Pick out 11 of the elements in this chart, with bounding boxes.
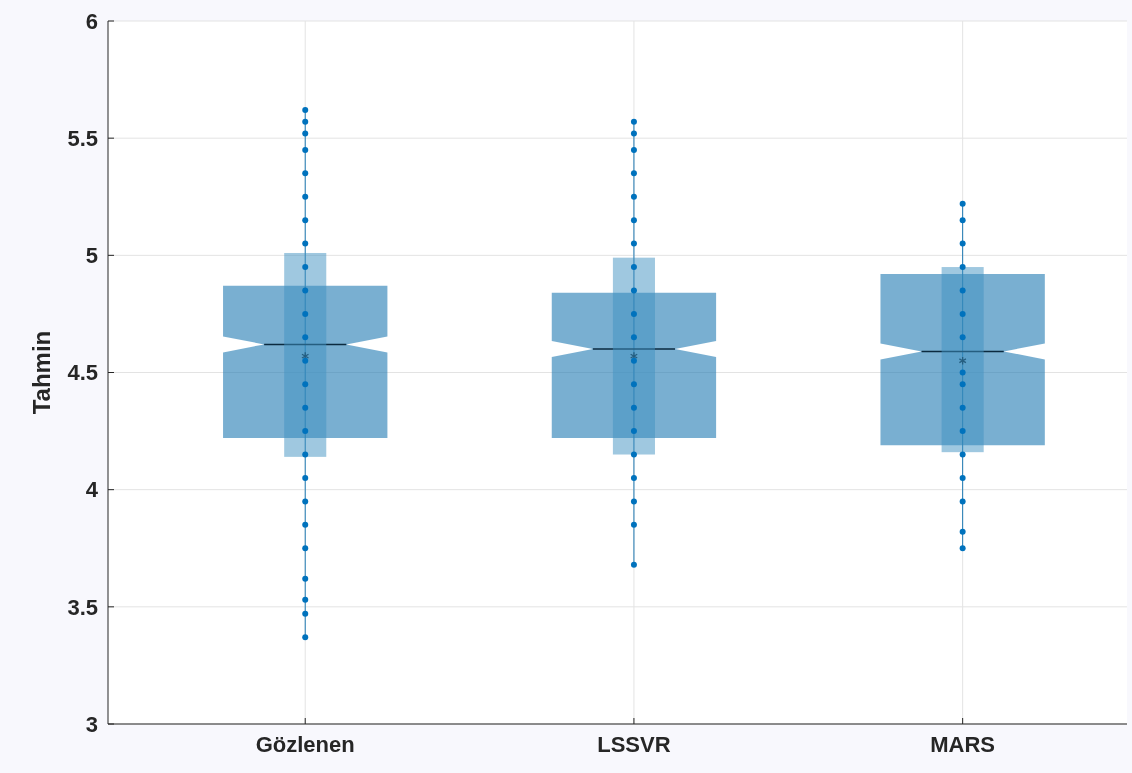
x-tick-label: Gözlenen [255,732,355,757]
y-tick-label: 4 [85,477,99,503]
y-tick-label: 5.5 [67,125,98,151]
x-tick-label: MARS [930,732,996,757]
y-axis-title: Tahmin [28,330,55,415]
x-tick-label: LSSVR [597,732,671,757]
y-tick-label: 6 [85,8,98,34]
y-tick-label: 3 [85,711,98,737]
y-tick-label: 4.5 [67,360,98,386]
y-tick-label: 5 [85,243,98,269]
y-tick-label: 3.5 [67,594,98,620]
